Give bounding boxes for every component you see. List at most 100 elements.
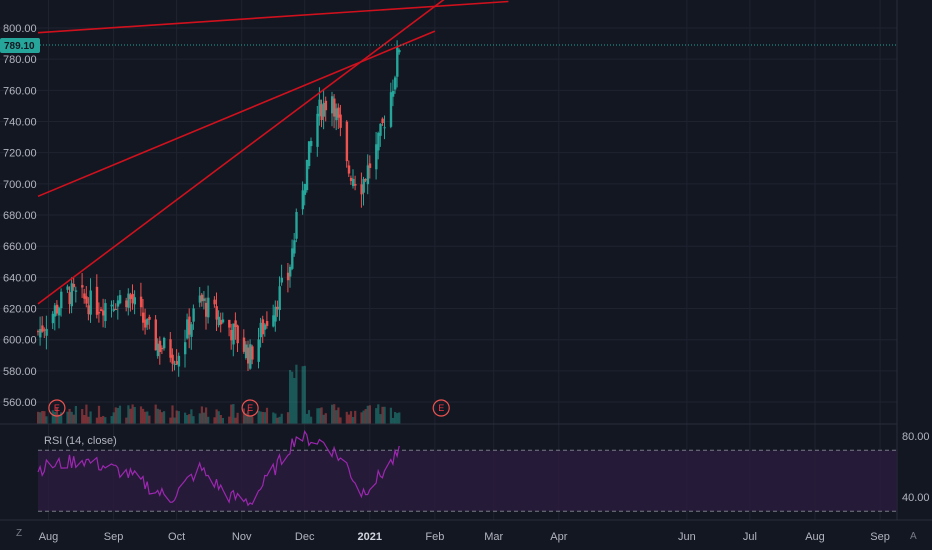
volume-bar <box>345 411 348 424</box>
candle-body <box>74 290 78 292</box>
volume-bar <box>87 416 90 424</box>
time-tick-label: Aug <box>805 531 825 543</box>
volume-bar <box>249 415 252 424</box>
auto-scale-button[interactable]: A <box>910 531 917 542</box>
volume-bar <box>154 404 157 424</box>
grid-lines <box>0 0 897 520</box>
volume-bar <box>169 417 172 424</box>
candle-body <box>219 319 223 325</box>
trendline[interactable] <box>37 30 436 198</box>
volume-bar <box>335 410 338 424</box>
price-tick-label: 560.00 <box>3 397 37 409</box>
candle-body <box>83 293 86 299</box>
volume-bar <box>398 412 401 424</box>
time-tick-label: Oct <box>168 531 185 543</box>
volume-bar <box>51 410 54 424</box>
volume-bar <box>85 404 88 424</box>
candle-body <box>362 178 365 193</box>
time-tick-label: Jul <box>743 531 757 543</box>
volume-bar <box>72 414 75 424</box>
volume-bar <box>274 413 277 424</box>
volume-bar <box>116 407 119 424</box>
candle-body <box>295 211 298 239</box>
volume-bar <box>60 412 63 424</box>
volume-bar <box>146 411 149 424</box>
trendlines[interactable] <box>37 0 509 305</box>
last-price-value: 789.10 <box>4 41 35 52</box>
trendline[interactable] <box>37 0 450 305</box>
volume-bar <box>394 411 397 424</box>
price-candles[interactable] <box>37 40 401 377</box>
candle-body <box>389 92 393 127</box>
candle-body <box>398 50 401 53</box>
volume-bar <box>131 404 134 424</box>
volume-bar <box>160 412 164 424</box>
volume-bar <box>242 408 245 424</box>
time-tick-label: Feb <box>425 531 444 543</box>
candle-body <box>331 96 334 114</box>
volume-bar <box>320 407 323 424</box>
candle-body <box>272 315 275 327</box>
earnings-marker[interactable] <box>432 399 450 417</box>
candle-body <box>228 319 231 328</box>
candle-body <box>131 293 134 304</box>
earnings-marker[interactable] <box>241 399 259 417</box>
zoom-reset-button[interactable]: Z <box>16 528 22 539</box>
candle-body <box>146 318 149 325</box>
volume-bar <box>163 411 166 424</box>
volume-bar <box>280 413 283 424</box>
candle-body <box>310 141 313 147</box>
volume-bar <box>81 409 84 424</box>
volume-bar <box>83 414 86 424</box>
candle-body <box>280 277 283 283</box>
candle-body <box>37 331 40 333</box>
candle-body <box>364 179 367 181</box>
trendline[interactable] <box>37 0 509 34</box>
volume-bar <box>95 417 98 424</box>
volume-bar <box>337 407 340 424</box>
candle-body <box>100 309 103 311</box>
candle-body <box>349 177 353 182</box>
volume-bar <box>58 414 61 424</box>
rsi-line[interactable] <box>37 429 400 507</box>
price-tick-label: 600.00 <box>3 335 37 347</box>
candle-body <box>116 300 120 307</box>
time-axis[interactable]: Aug Sep Oct Nov Dec 2021 Feb Mar Apr Jun Jul Aug Sep <box>39 531 890 543</box>
candle-body <box>133 297 136 305</box>
volume-bar <box>37 411 40 424</box>
candle-body <box>148 316 151 320</box>
candle-body <box>60 291 63 309</box>
candle-body <box>112 308 115 311</box>
candle-body <box>360 184 363 195</box>
candle-body <box>278 286 281 311</box>
price-axis[interactable]: 800.00 780.00 760.00 740.00 720.00 700.00 680.… <box>3 23 897 409</box>
candle-body <box>232 323 235 345</box>
volume-bar <box>347 414 350 424</box>
candle-body <box>215 306 218 320</box>
volume-bar <box>97 405 101 424</box>
candle-body <box>396 47 399 77</box>
volume-bar <box>305 413 308 424</box>
candle-body <box>366 165 370 185</box>
volume-bar <box>66 411 69 424</box>
volume-bar <box>184 412 187 424</box>
candle-body <box>66 286 69 290</box>
candle-body <box>97 312 101 314</box>
rsi-title[interactable]: RSI (14, close) <box>44 435 117 447</box>
candle-body <box>236 325 239 344</box>
earnings-marker-label: E <box>54 403 60 413</box>
candle-body <box>391 91 395 97</box>
rsi-indicator[interactable] <box>37 429 897 512</box>
candle-body <box>114 309 118 311</box>
volume-bar <box>377 404 380 424</box>
time-tick-label: Sep <box>870 531 890 543</box>
time-tick-label: Dec <box>295 531 315 543</box>
candle-body <box>158 340 162 352</box>
earnings-marker[interactable] <box>48 399 66 417</box>
candle-body <box>51 313 55 324</box>
volume-bar <box>295 364 298 424</box>
volume-bars <box>37 364 401 424</box>
price-tick-label: 780.00 <box>3 54 37 66</box>
